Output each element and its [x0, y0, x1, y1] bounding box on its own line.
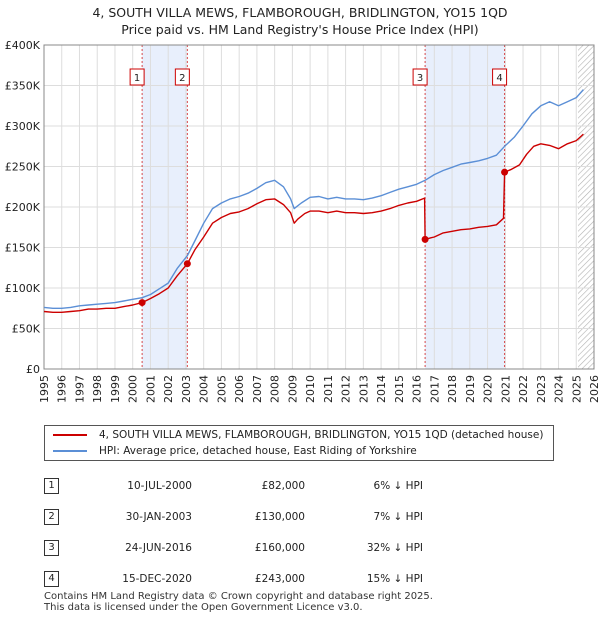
table-row: 1 10-JUL-2000 £82,000 6% ↓ HPI — [40, 470, 423, 501]
x-tick-label: 2001 — [144, 375, 157, 403]
x-tick-label: 2005 — [215, 375, 228, 403]
x-tick-label: 2015 — [393, 375, 406, 403]
legend-swatch-price — [53, 434, 87, 436]
x-tick-label: 2000 — [127, 375, 140, 403]
hpi-line — [43, 89, 584, 309]
table-row: 4 15-DEC-2020 £243,000 15% ↓ HPI — [40, 563, 423, 594]
sale-number-badge: 2 — [44, 508, 59, 525]
legend-swatch-hpi — [53, 450, 87, 452]
x-tick-label: 2012 — [340, 375, 353, 403]
x-tick-label: 1999 — [109, 375, 122, 403]
table-row: 3 24-JUN-2016 £160,000 32% ↓ HPI — [40, 532, 423, 563]
sale-point — [421, 235, 429, 243]
chart-title: 4, SOUTH VILLA MEWS, FLAMBOROUGH, BRIDLI… — [0, 4, 600, 38]
sale-marker-box — [174, 68, 190, 86]
sale-price: £130,000 — [254, 510, 305, 523]
x-tick-label: 1997 — [73, 375, 86, 403]
x-tick-label: 2022 — [517, 375, 530, 403]
footer-line-1: Contains HM Land Registry data © Crown c… — [44, 591, 433, 602]
x-tick-label: 2010 — [304, 375, 317, 403]
title-line-1: 4, SOUTH VILLA MEWS, FLAMBOROUGH, BRIDLI… — [92, 5, 508, 20]
sale-marker-box — [129, 68, 145, 86]
sale-number-badge: 1 — [44, 477, 59, 494]
x-tick-label: 2013 — [357, 375, 370, 403]
sale-point — [138, 299, 146, 307]
sale-number-badge: 4 — [44, 570, 59, 587]
sale-hpi-diff: 7% ↓ HPI — [373, 510, 423, 523]
x-tick-label: 2008 — [269, 375, 282, 403]
x-tick-label: 2014 — [375, 375, 388, 403]
y-tick-label: £200K — [5, 201, 41, 214]
sale-point — [183, 260, 191, 268]
sale-number-badge: 3 — [44, 539, 59, 556]
plot-frame — [43, 44, 595, 370]
x-tick-label: 2006 — [233, 375, 246, 403]
y-tick-label: £250K — [5, 161, 41, 174]
y-tick-label: £150K — [5, 242, 41, 255]
sale-price: £243,000 — [254, 572, 305, 585]
footer: Contains HM Land Registry data © Crown c… — [44, 591, 433, 613]
x-tick-label: 2016 — [411, 375, 424, 403]
x-tick-label: 2019 — [464, 375, 477, 403]
sale-hpi-diff: 15% ↓ HPI — [366, 572, 423, 585]
legend-label-hpi: HPI: Average price, detached house, East… — [99, 445, 417, 457]
y-tick-label: £300K — [5, 120, 41, 133]
price-chart: 1 2 3 4 £0 £50K £100K £150K £200K £250K £300K £350K… — [5, 39, 600, 403]
sale-hpi-diff: 6% ↓ HPI — [373, 479, 423, 492]
x-tick-label: 1996 — [56, 375, 69, 403]
x-tick-label: 2023 — [535, 375, 548, 403]
x-tick-label: 2018 — [446, 375, 459, 403]
x-tick-label: 1998 — [91, 375, 104, 403]
table-row: 2 30-JAN-2003 £130,000 7% ↓ HPI — [40, 501, 423, 532]
sale-date: 30-JAN-2003 — [125, 510, 192, 523]
x-tick-label: 1995 — [38, 375, 51, 403]
sale-marker-box — [492, 68, 508, 86]
sale-date: 15-DEC-2020 — [122, 572, 192, 585]
y-tick-label: £50K — [12, 323, 41, 336]
sales-table: 1 10-JUL-2000 £82,000 6% ↓ HPI 2 30-JAN-… — [40, 470, 423, 594]
legend: 4, SOUTH VILLA MEWS, FLAMBOROUGH, BRIDLI… — [44, 425, 554, 461]
sale-hpi-diff: 32% ↓ HPI — [366, 541, 423, 554]
sale-point — [501, 168, 509, 176]
x-tick-label: 2026 — [588, 375, 600, 403]
x-tick-label: 2004 — [198, 375, 211, 403]
sale-price: £82,000 — [261, 479, 305, 492]
x-tick-label: 2020 — [482, 375, 495, 403]
y-tick-label: £0 — [26, 363, 40, 376]
x-tick-label: 2021 — [499, 375, 512, 403]
y-tick-label: £400K — [5, 39, 41, 52]
sale-marker-label: 1 — [134, 73, 140, 84]
y-tick-label: £100K — [5, 282, 41, 295]
x-tick-label: 2007 — [251, 375, 264, 403]
x-tick-label: 2024 — [553, 375, 566, 403]
sale-date: 10-JUL-2000 — [127, 479, 192, 492]
x-tick-label: 2003 — [180, 375, 193, 403]
footer-line-2: This data is licensed under the Open Gov… — [44, 602, 363, 613]
x-tick-label: 2011 — [322, 375, 335, 403]
sale-marker-label: 3 — [417, 73, 423, 84]
title-line-2: Price paid vs. HM Land Registry's House … — [121, 22, 479, 37]
sale-price: £160,000 — [254, 541, 305, 554]
x-tick-label: 2002 — [162, 375, 175, 403]
sale-date: 24-JUN-2016 — [125, 541, 192, 554]
x-tick-label: 2025 — [570, 375, 583, 403]
sale-marker-box — [412, 68, 428, 86]
y-tick-label: £350K — [5, 80, 41, 93]
x-tick-label: 2017 — [428, 375, 441, 403]
sale-marker-label: 4 — [496, 73, 502, 84]
x-tick-label: 2009 — [286, 375, 299, 403]
sale-marker-label: 2 — [179, 73, 185, 84]
legend-label-price: 4, SOUTH VILLA MEWS, FLAMBOROUGH, BRIDLI… — [99, 429, 544, 441]
